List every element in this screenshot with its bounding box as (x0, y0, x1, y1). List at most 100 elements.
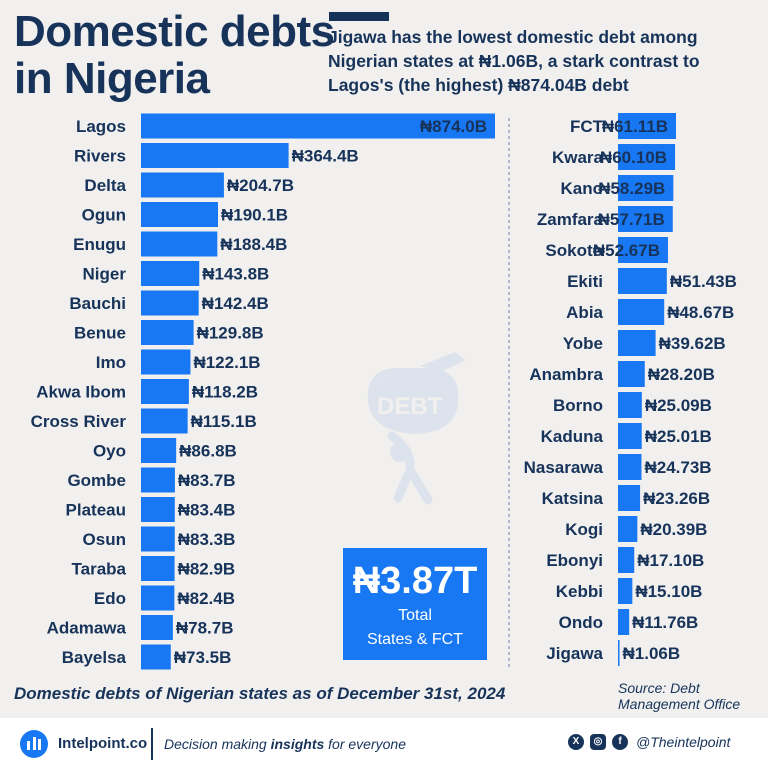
source-line-1: Source: Debt (618, 680, 700, 696)
bar-ondo (618, 609, 630, 635)
value-label: ₦118.2B (192, 383, 258, 402)
category-label: Akwa Ibom (36, 383, 126, 402)
bar-kano (618, 175, 674, 201)
value-label: ₦188.4B (220, 235, 287, 254)
category-label: Kebbi (556, 582, 603, 601)
category-label: Ebonyi (546, 551, 603, 570)
value-label: ₦58.29B (598, 179, 665, 198)
bar-borno (618, 392, 642, 418)
value-label: ₦874.0B (420, 117, 487, 136)
bar-akwa-ibom (141, 379, 189, 404)
bar-rivers (141, 143, 289, 168)
category-label: FCT (570, 117, 604, 136)
value-label: ₦25.09B (645, 396, 712, 415)
category-label: Imo (96, 353, 126, 372)
category-label: Ondo (559, 613, 603, 632)
value-label: ₦11.76B (632, 613, 698, 632)
bar-bayelsa (141, 644, 171, 670)
category-label: Taraba (72, 560, 127, 579)
category-label: Abia (566, 303, 603, 322)
category-label: Benue (74, 324, 126, 343)
title-line-2: in Nigeria (14, 54, 210, 103)
category-label: Ekiti (567, 272, 603, 291)
bar-oyo (141, 438, 177, 463)
bar-katsina (618, 485, 641, 511)
bar-niger (141, 261, 200, 286)
facebook-icon[interactable]: f (612, 734, 628, 750)
category-label: Edo (94, 589, 126, 608)
category-label: Borno (553, 396, 603, 415)
bar-delta (141, 172, 224, 198)
page-title: Domestic debts in Nigeria (14, 8, 335, 102)
category-label: Cross River (31, 412, 127, 431)
category-label: Bayelsa (62, 648, 127, 667)
brand-link[interactable]: Intelpoint.co (58, 735, 148, 752)
bar-osun (141, 526, 175, 552)
category-label: Niger (83, 265, 127, 284)
value-label: ₦39.62B (659, 334, 726, 353)
footer: Intelpoint.co Decision making insights f… (0, 718, 768, 768)
bar-edo (141, 585, 175, 611)
bar-ogun (141, 202, 218, 227)
category-label: Sokoto (545, 241, 603, 260)
total-scope: States & FCT (366, 631, 464, 648)
category-label: Oyo (93, 442, 126, 461)
category-label: Lagos (76, 117, 126, 136)
value-label: ₦83.4B (178, 501, 236, 520)
category-label: Enugu (73, 235, 126, 254)
category-label: Yobe (563, 334, 603, 353)
value-label: ₦48.67B (667, 303, 734, 322)
value-label: ₦204.7B (227, 176, 294, 195)
value-label: ₦57.71B (598, 210, 665, 229)
category-label: Kogi (565, 520, 603, 539)
bar-anambra (618, 361, 645, 387)
x-icon[interactable]: X (568, 734, 584, 750)
title-line-1: Domestic debts (14, 7, 335, 56)
bar-gombe (141, 467, 175, 493)
bar-imo (141, 349, 191, 375)
bar-kaduna (618, 423, 642, 449)
bar-plateau (141, 497, 175, 522)
value-label: ₦143.8B (202, 265, 269, 284)
value-label: ₦78.7B (176, 619, 234, 638)
bar-abia (618, 299, 665, 325)
category-label: Kano (561, 179, 604, 198)
social-handle[interactable]: @Theintelpoint (636, 734, 731, 750)
total-label: Total (398, 607, 432, 624)
value-label: ₦52.67B (593, 241, 660, 260)
tagline-post: for everyone (324, 736, 406, 752)
social-links: X ◎ f @Theintelpoint (568, 734, 730, 750)
tagline-pre: Decision making (164, 736, 271, 752)
bar-yobe (618, 330, 656, 356)
category-label: Osun (83, 530, 126, 549)
bar-adamawa (141, 615, 173, 640)
chart-note: Domestic debts of Nigerian states as of … (14, 684, 506, 703)
total-value: ₦3.87T (352, 560, 478, 602)
bar-nasarawa (618, 454, 642, 480)
source-line-2: Management Office (618, 696, 741, 712)
value-label: ₦86.8B (179, 442, 237, 461)
value-label: ₦20.39B (640, 520, 707, 539)
value-label: ₦122.1B (193, 353, 260, 372)
category-label: Plateau (66, 501, 126, 520)
debt-bag-illustration: DEBT (367, 352, 466, 505)
value-label: ₦51.43B (670, 272, 737, 291)
instagram-icon[interactable]: ◎ (590, 734, 606, 750)
tagline-bold: insights (270, 736, 325, 752)
bar-ekiti (618, 268, 667, 294)
value-label: ₦115.1B (191, 412, 257, 431)
category-label: Katsina (542, 489, 604, 508)
bar-benue (141, 320, 194, 345)
value-label: ₦24.73B (644, 458, 711, 477)
value-label: ₦142.4B (202, 294, 269, 313)
value-label: ₦17.10B (637, 551, 704, 570)
bar-kwara (618, 144, 676, 170)
value-label: ₦73.5B (174, 648, 232, 667)
value-label: ₦60.10B (600, 148, 667, 167)
value-label: ₦190.1B (221, 206, 288, 225)
value-label: ₦25.01B (645, 427, 712, 446)
value-label: ₦15.10B (635, 582, 702, 601)
category-label: Ogun (82, 206, 126, 225)
svg-text:DEBT: DEBT (377, 393, 443, 420)
